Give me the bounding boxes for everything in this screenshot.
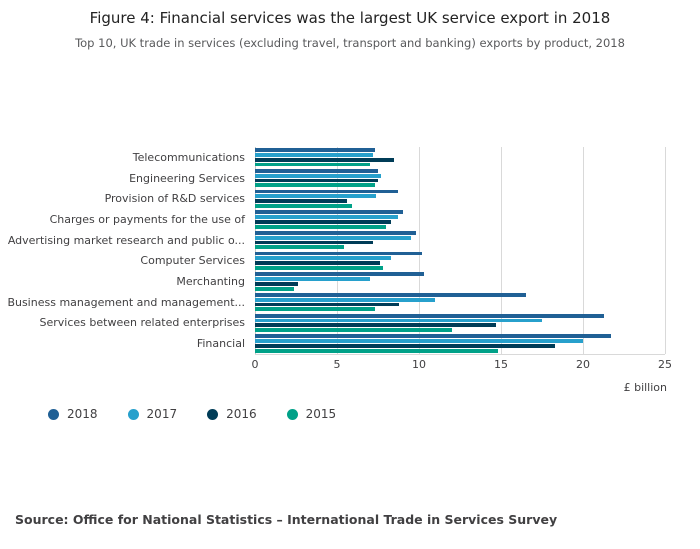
legend-label: 2016: [226, 407, 257, 421]
x-tick-label: 25: [658, 358, 672, 371]
legend-dot-icon: [286, 408, 298, 420]
bar-2017: [255, 194, 377, 199]
bar-2018: [255, 313, 605, 318]
bar-2016: [255, 281, 298, 286]
x-tick-label: 15: [494, 358, 508, 371]
category-label: Advertising market research and public o…: [7, 233, 245, 247]
bar-2015: [255, 224, 387, 229]
x-tick-label: 20: [576, 358, 590, 371]
bar-2016: [255, 199, 347, 204]
bar-2015: [255, 266, 383, 270]
bar-2017: [255, 256, 392, 261]
x-tick-label: 10: [412, 358, 426, 371]
bar-2017: [255, 297, 436, 302]
bar-2015: [255, 348, 498, 353]
bar-2017: [255, 173, 382, 178]
bar-2015: [255, 245, 344, 250]
category-label: Merchanting: [176, 274, 245, 288]
gridline: [419, 147, 420, 354]
category-label: Charges or payments for the use of: [49, 212, 245, 226]
legend-item-2018: 2018: [48, 407, 98, 421]
plot-area: [255, 147, 666, 355]
bar-2018: [255, 251, 423, 256]
bar-group: [255, 333, 665, 354]
source-text: Source: Office for National Statistics –…: [15, 512, 558, 527]
legend-item-2015: 2015: [286, 407, 337, 421]
x-axis-label: £ billion: [623, 381, 667, 394]
legend-label: 2015: [305, 407, 337, 421]
bar-2018: [255, 231, 416, 235]
chart-subtitle: Top 10, UK trade in services (excluding …: [75, 36, 625, 50]
bar-2016: [255, 219, 392, 224]
gridline: [665, 147, 666, 354]
legend-item-2016: 2016: [207, 407, 257, 421]
bar-2018: [255, 189, 398, 194]
category-label: Financial: [196, 337, 245, 351]
bar-2016: [255, 178, 378, 183]
bar-2015: [255, 183, 375, 188]
bar-2017: [255, 215, 398, 219]
legend-label: 2018: [67, 407, 98, 421]
bar-2015: [255, 328, 452, 332]
bar-2018: [255, 272, 424, 277]
gridline: [337, 147, 338, 354]
category-label: Services between related enterprises: [39, 316, 245, 330]
bar-group: [255, 250, 665, 271]
x-tick-label: 0: [251, 358, 259, 371]
bar-2016: [255, 323, 497, 328]
bar-group: [255, 147, 665, 168]
bar-2015: [255, 204, 352, 208]
legend-label: 2017: [146, 407, 178, 421]
bar-group: [255, 313, 665, 334]
bar-2017: [255, 235, 411, 240]
bar-2017: [255, 153, 374, 157]
legend-dot-icon: [48, 408, 59, 420]
category-label: Business management and management...: [7, 295, 245, 309]
bar-2016: [255, 240, 374, 245]
bar-2017: [255, 277, 370, 281]
bar-2015: [255, 162, 370, 167]
gridline: [255, 147, 256, 354]
bar-2018: [255, 148, 375, 153]
category-label: Computer Services: [140, 254, 245, 268]
bar-group: [255, 230, 665, 251]
legend: 2018 2017 2016 2015: [48, 407, 336, 421]
bar-2018: [255, 168, 378, 173]
bar-group: [255, 209, 665, 230]
bar-2016: [255, 261, 380, 266]
legend-item-2017: 2017: [127, 407, 178, 421]
bar-2017: [255, 318, 542, 323]
gridline: [501, 147, 502, 354]
bar-2015: [255, 307, 375, 312]
bar-2016: [255, 302, 400, 307]
category-label: Provision of R&D services: [104, 192, 245, 206]
gridline: [583, 147, 584, 354]
bar-group: [255, 292, 665, 313]
bar-2017: [255, 339, 583, 344]
chart-title: Figure 4: Financial services was the lar…: [89, 9, 611, 27]
bar-2015: [255, 286, 295, 291]
x-axis-ticks: 0 5 10 15 20 25: [251, 358, 673, 372]
bar-group: [255, 168, 665, 189]
bar-2016: [255, 157, 395, 162]
category-label: Engineering Services: [129, 171, 245, 185]
legend-dot-icon: [207, 408, 219, 420]
category-label: Telecommunications: [132, 150, 245, 164]
bar-2018: [255, 210, 403, 215]
y-axis-labels: Telecommunications Engineering Services Pr…: [0, 147, 245, 354]
bar-group: [255, 271, 665, 292]
bar-group: [255, 188, 665, 209]
bar-2018: [255, 293, 526, 297]
legend-dot-icon: [127, 408, 139, 420]
bar-2016: [255, 344, 556, 348]
bar-2018: [255, 334, 611, 339]
x-tick-label: 5: [333, 358, 341, 371]
